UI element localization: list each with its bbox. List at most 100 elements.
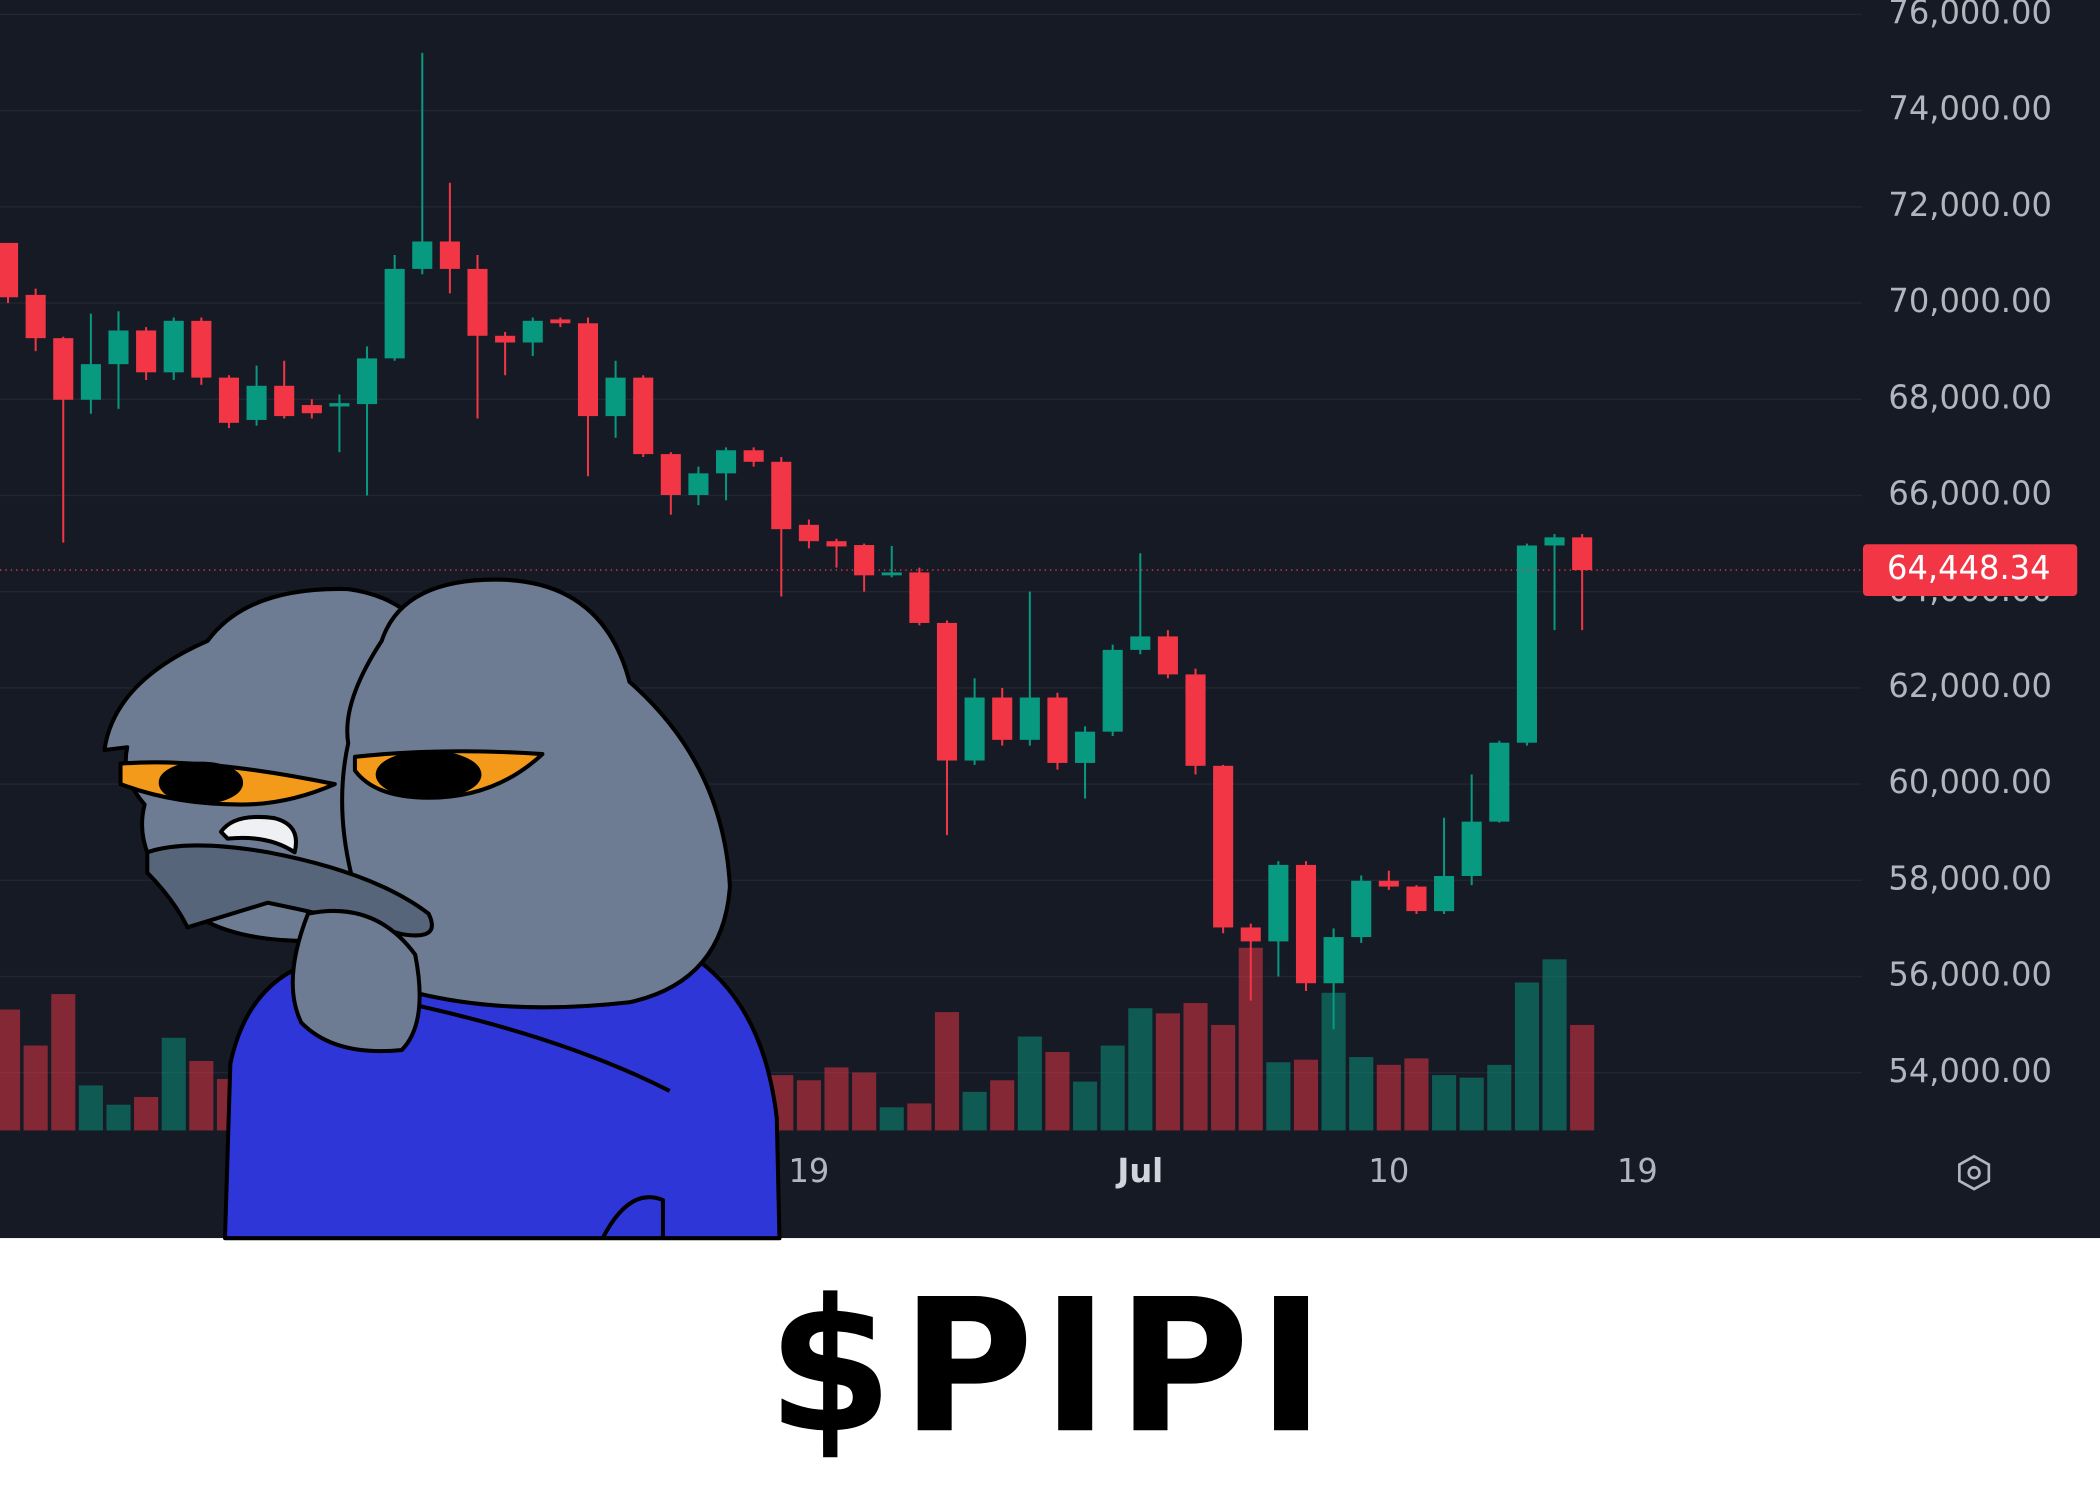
candle-body bbox=[992, 697, 1013, 740]
volume-bar bbox=[879, 1107, 904, 1131]
x-tick-label: 19 bbox=[1617, 1152, 1658, 1190]
candle-body bbox=[329, 403, 350, 407]
brow-wrinkle bbox=[218, 814, 298, 855]
y-tick-label: 58,000.00 bbox=[1888, 859, 2052, 897]
candle-body bbox=[881, 572, 902, 576]
volume-bar bbox=[78, 1085, 103, 1131]
candle-body bbox=[25, 294, 46, 339]
candle-body bbox=[1406, 886, 1427, 912]
candle-body bbox=[936, 622, 958, 761]
volume-bar bbox=[1432, 1075, 1457, 1131]
candle-body bbox=[771, 461, 792, 530]
volume-bar bbox=[852, 1072, 877, 1131]
volume-bar bbox=[824, 1067, 849, 1131]
candle-layer bbox=[0, 52, 1593, 1030]
volume-bar bbox=[796, 1080, 821, 1131]
candle-body bbox=[274, 385, 295, 417]
settings-hexagon bbox=[1958, 1154, 1991, 1191]
candle-body bbox=[384, 268, 405, 359]
y-tick-label: 54,000.00 bbox=[1888, 1052, 2052, 1090]
candle-body bbox=[1544, 537, 1565, 546]
volume-bar bbox=[106, 1104, 131, 1131]
y-tick-label: 72,000.00 bbox=[1888, 186, 2052, 224]
volume-bar bbox=[23, 1045, 48, 1131]
candle-body bbox=[301, 405, 322, 414]
volume-bar bbox=[1183, 1003, 1208, 1131]
right-pupil bbox=[375, 750, 482, 799]
last-price-label: 64,448.34 bbox=[1887, 549, 2051, 587]
y-tick-label: 70,000.00 bbox=[1888, 282, 2052, 320]
candle-body bbox=[550, 319, 571, 324]
caption-background bbox=[0, 1238, 2100, 1500]
y-tick-label: 56,000.00 bbox=[1888, 955, 2052, 993]
y-tick-label: 62,000.00 bbox=[1888, 667, 2052, 705]
volume-bar bbox=[1100, 1045, 1125, 1131]
candle-body bbox=[1019, 697, 1040, 740]
volume-bar bbox=[1155, 1013, 1180, 1131]
volume-bar bbox=[1293, 1059, 1319, 1131]
x-tick-label: 10 bbox=[1368, 1152, 1409, 1190]
front-head bbox=[340, 577, 732, 1010]
candle-body bbox=[53, 338, 74, 400]
frog-illustration bbox=[102, 577, 782, 1241]
candle-body bbox=[964, 697, 985, 761]
candle-body bbox=[108, 330, 129, 365]
last-price-tag bbox=[1862, 544, 2078, 597]
volume-bar bbox=[1459, 1077, 1484, 1131]
candle-body bbox=[163, 320, 184, 373]
volume-bar bbox=[907, 1103, 932, 1131]
candle-body bbox=[1572, 537, 1593, 571]
candle-body bbox=[412, 241, 433, 269]
volume-bar bbox=[161, 1037, 186, 1131]
x-tick-label: 19 bbox=[788, 1152, 829, 1190]
candle-body bbox=[1489, 742, 1510, 822]
volume-bar bbox=[934, 1012, 960, 1131]
candle-body bbox=[577, 323, 599, 417]
settings-icon[interactable] bbox=[1958, 1154, 1991, 1191]
left-pupil bbox=[158, 761, 244, 804]
y-tick-label: 74,000.00 bbox=[1888, 89, 2052, 127]
settings-dot bbox=[1967, 1165, 1981, 1180]
candle-body bbox=[660, 454, 681, 495]
candle-body bbox=[1240, 927, 1261, 942]
candle-body bbox=[467, 268, 488, 336]
volume-bar bbox=[51, 994, 76, 1131]
y-tick-label: 68,000.00 bbox=[1888, 378, 2052, 416]
candle-body bbox=[218, 377, 240, 423]
volume-layer bbox=[0, 947, 1595, 1131]
candle-body bbox=[854, 545, 875, 576]
volume-bar bbox=[1017, 1036, 1042, 1131]
candle-body bbox=[246, 385, 267, 420]
candle-body bbox=[1295, 864, 1317, 984]
candle-body bbox=[1351, 880, 1372, 938]
candle-body bbox=[1434, 875, 1455, 912]
candle-body bbox=[0, 242, 19, 298]
candle-body bbox=[1516, 545, 1537, 743]
candle-body bbox=[357, 358, 378, 405]
volume-bar bbox=[1542, 959, 1567, 1131]
volume-bar bbox=[134, 1096, 159, 1131]
volume-bar bbox=[1376, 1064, 1401, 1131]
volume-bar bbox=[1349, 1057, 1374, 1131]
volume-bar bbox=[1211, 1024, 1236, 1131]
candle-body bbox=[80, 364, 101, 400]
candle-body bbox=[439, 241, 460, 269]
volume-bar bbox=[0, 1009, 21, 1131]
candle-body bbox=[743, 450, 764, 462]
volume-bar bbox=[1073, 1081, 1098, 1131]
volume-bar bbox=[1045, 1051, 1070, 1131]
volume-bar bbox=[1404, 1058, 1429, 1131]
volume-bar bbox=[189, 1060, 214, 1131]
volume-bar bbox=[1514, 982, 1539, 1131]
candle-body bbox=[1075, 731, 1096, 763]
candle-body bbox=[909, 572, 930, 623]
hoodie-folds bbox=[401, 1000, 671, 1240]
candle-body bbox=[136, 330, 157, 373]
candle-body bbox=[1185, 674, 1206, 766]
volume-bar bbox=[1128, 1008, 1153, 1131]
candle-body bbox=[1213, 765, 1234, 928]
candle-body bbox=[633, 377, 654, 455]
y-tick-label: 60,000.00 bbox=[1888, 763, 2052, 801]
